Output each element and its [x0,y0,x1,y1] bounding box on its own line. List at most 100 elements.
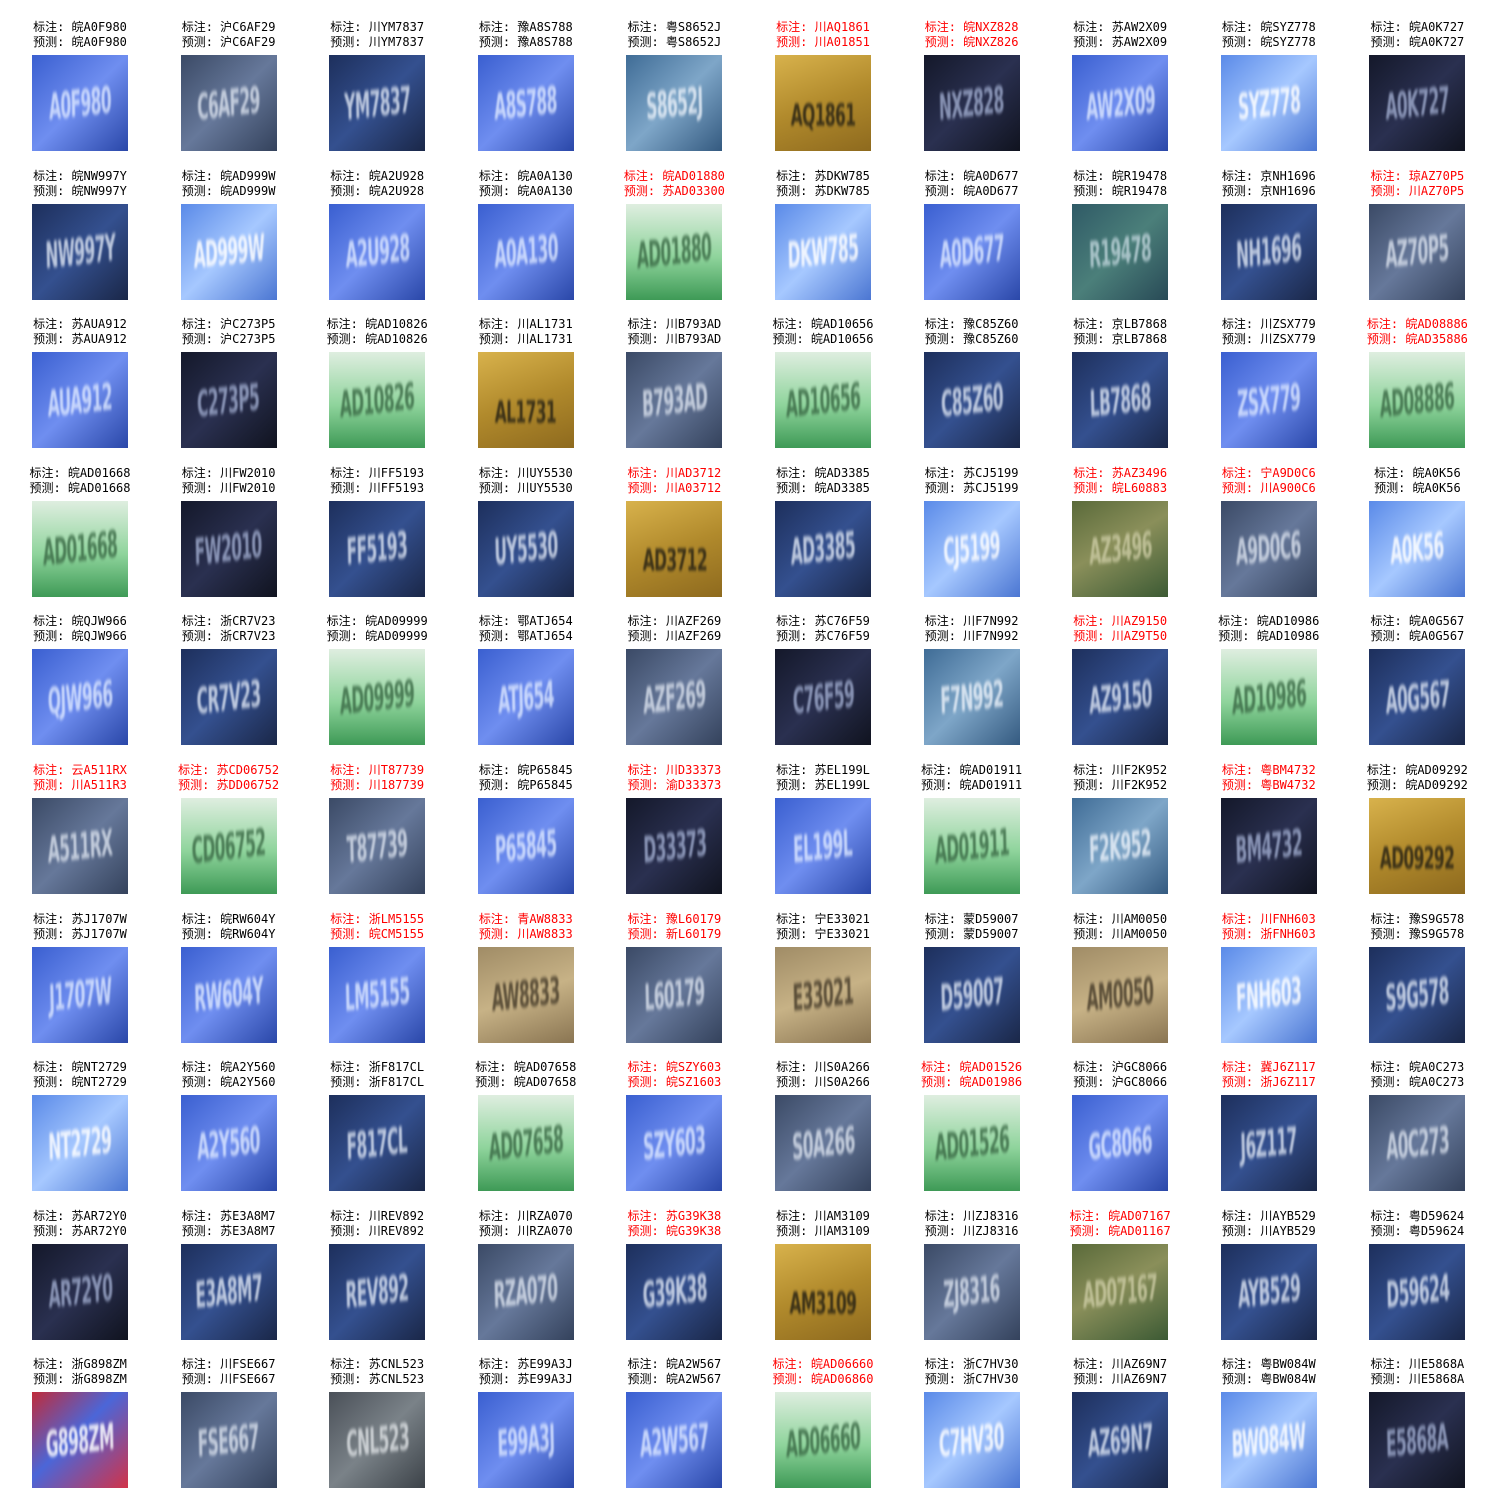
ground-truth-label: 标注: 川AQ1861 [776,20,870,34]
prediction-label: 预测: 皖SZ1603 [627,1075,722,1090]
license-plate-crop: AM0050 [1072,946,1169,1043]
prediction-label: 预测: 宁E33021 [776,926,870,941]
license-plate-crop: AD08886 [1369,352,1466,449]
prediction-label: 预测: 川UY5530 [478,480,573,495]
plate-characters: AW2X09 [1085,77,1156,129]
license-plate-crop: AD09292 [1369,798,1466,894]
ground-truth-label: 标注: 苏J1707W [33,911,127,926]
prediction-label: 预测: 川E5868A [1370,1372,1465,1387]
prediction-label: 预测: 皖A2Y560 [181,1075,276,1090]
ground-truth-label: 标注: 川AL1731 [478,317,573,332]
sample-cell: 标注: 苏E3A8M7 预测: 苏E3A8M7 E3A8M7 [155,1195,303,1343]
license-plate-crop: S8652J [626,55,723,151]
ground-truth-label: 标注: 鄂ATJ654 [478,614,573,629]
plate-characters: A8S788 [494,78,558,128]
sample-cell: 标注: 鄂ATJ654 预测: 鄂ATJ654 ATJ654 [452,600,600,748]
prediction-label: 预测: 渝D33373 [627,778,722,792]
ground-truth-label: 标注: 青AW8833 [478,911,573,926]
sample-cell: 标注: 豫L60179 预测: 新L60179 L60179 [600,898,748,1046]
license-plate-crop: A2U928 [329,203,426,300]
plate-characters: AD01668 [42,523,118,575]
plate-characters: CR7V23 [196,672,262,723]
license-plate-crop: SZY603 [626,1095,723,1192]
plate-characters: NXZ828 [938,78,1005,128]
sample-cell: 标注: 京NH1696 预测: 京NH1696 NH1696 [1195,155,1343,303]
ground-truth-label: 标注: 川RZA070 [478,1208,573,1223]
ground-truth-label: 标注: 京LB7868 [1073,317,1168,332]
plate-characters: D33373 [642,821,707,871]
plate-characters: RW604Y [193,969,264,1020]
ground-truth-label: 标注: 苏E99A3J [478,1357,573,1372]
prediction-label: 预测: 豫S9G578 [1370,926,1465,941]
sample-cell: 标注: 苏CJ5199 预测: 苏CJ5199 CJ5199 [898,452,1046,600]
sample-cell: 标注: 川YM7837 预测: 川YM7837 YM7837 [303,6,451,154]
license-plate-crop: AD3385 [775,500,871,597]
prediction-label: 预测: 川FSE667 [181,1372,276,1387]
sample-cell: 标注: 川AYB529 预测: 川AYB529 AYB529 [1195,1195,1343,1343]
sample-cell: 标注: 皖A2W567 预测: 皖A2W567 A2W567 [600,1343,748,1491]
prediction-label: 预测: 浙F817CL [330,1075,425,1090]
prediction-label: 预测: 皖AD01986 [921,1075,1023,1090]
prediction-label: 预测: 川FF5193 [330,480,425,495]
sample-cell: 标注: 豫A8S788 预测: 豫A8S788 A8S788 [452,6,600,154]
license-plate-crop: AZF269 [626,649,723,746]
sample-cell: 标注: 蒙D59007 预测: 蒙D59007 D59007 [898,898,1046,1046]
license-plate-crop: C85Z60 [923,352,1020,449]
license-plate-crop: BM4732 [1220,798,1317,894]
sample-cell: 标注: 川AD3712 预测: 川A03712 AD3712 [600,452,748,600]
ground-truth-label: 标注: 皖A2U928 [330,168,425,183]
prediction-label: 预测: 皖P65845 [478,778,573,792]
sample-cell: 标注: 皖AD09999 预测: 皖AD09999 AD09999 [303,600,451,748]
ground-truth-label: 标注: 粤BW084W [1221,1357,1316,1372]
plate-characters: F2K952 [1088,821,1152,871]
license-plate-crop: RZA070 [477,1243,574,1340]
license-plate-crop: AM3109 [775,1243,871,1340]
license-plate-crop: S9G578 [1369,946,1466,1043]
plate-characters: A2Y560 [196,1118,261,1169]
license-plate-crop: AD09999 [329,649,426,746]
plate-characters: A0K56 [1390,524,1445,574]
sample-cell: 标注: 浙CR7V23 预测: 浙CR7V23 CR7V23 [155,600,303,748]
sample-cell: 标注: 川F2K952 预测: 川F2K952 F2K952 [1046,749,1194,897]
sample-cell: 标注: 沪C6AF29 预测: 沪C6AF29 C6AF29 [155,6,303,154]
license-plate-crop: AD01880 [626,203,723,300]
sample-cell: 标注: 沪C273P5 预测: 沪C273P5 C273P5 [155,303,303,451]
prediction-label: 预测: 京NH1696 [1221,183,1316,198]
sample-cell: 标注: 豫S9G578 预测: 豫S9G578 S9G578 [1343,898,1491,1046]
plate-characters: AD01526 [933,1117,1010,1169]
prediction-label: 预测: 蒙D59007 [924,926,1019,941]
sample-cell: 标注: 苏E99A3J 预测: 苏E99A3J E99A3J [452,1343,600,1491]
ground-truth-label: 标注: 川AYB529 [1221,1208,1316,1223]
ground-truth-label: 标注: 皖A0G567 [1370,614,1465,629]
sample-cell: 标注: 琼AZ70P5 预测: 川AZ70P5 AZ70P5 [1343,155,1491,303]
license-plate-crop: ZJ8316 [923,1243,1020,1340]
plate-characters: NT2729 [48,1118,112,1169]
plate-characters: AD10826 [339,374,415,426]
license-plate-crop: AR72Y0 [32,1243,128,1340]
license-plate-crop: F2K952 [1072,798,1169,894]
sample-cell: 标注: 皖R19478 预测: 皖R19478 R19478 [1046,155,1194,303]
ground-truth-label: 标注: 苏EL199L [776,763,870,777]
plate-characters: L60179 [643,969,705,1020]
sample-cell: 标注: 川D33373 预测: 渝D33373 D33373 [600,749,748,897]
ground-truth-label: 标注: 皖NXZ828 [924,20,1019,34]
license-plate-crop: T87739 [329,798,426,894]
plate-characters: AUA912 [47,375,113,426]
plate-characters: RZA070 [493,1266,559,1317]
prediction-label: 预测: 川REV892 [330,1223,425,1238]
license-plate-crop: AD01911 [923,798,1020,894]
ground-truth-label: 标注: 苏AR72Y0 [33,1208,127,1223]
ground-truth-label: 标注: 川AD3712 [627,465,722,480]
license-plate-crop: AD07167 [1072,1243,1169,1340]
license-plate-crop: P65845 [477,798,574,894]
ground-truth-label: 标注: 川FW2010 [181,465,276,480]
ground-truth-label: 标注: 川ZSX779 [1221,317,1316,332]
ground-truth-label: 标注: 皖A0D677 [924,168,1019,183]
prediction-label: 预测: 浙C7HV30 [924,1372,1019,1387]
prediction-label: 预测: 浙CR7V23 [181,629,276,644]
ground-truth-label: 标注: 沪C273P5 [181,317,276,332]
sample-cell: 标注: 冀J6Z117 预测: 浙J6Z117 J6Z117 [1195,1046,1343,1194]
prediction-label: 预测: 皖RW604Y [181,926,276,941]
ground-truth-label: 标注: 苏CNL523 [330,1357,425,1372]
sample-cell: 标注: 川AM3109 预测: 川AM3109 AM3109 [749,1195,897,1343]
